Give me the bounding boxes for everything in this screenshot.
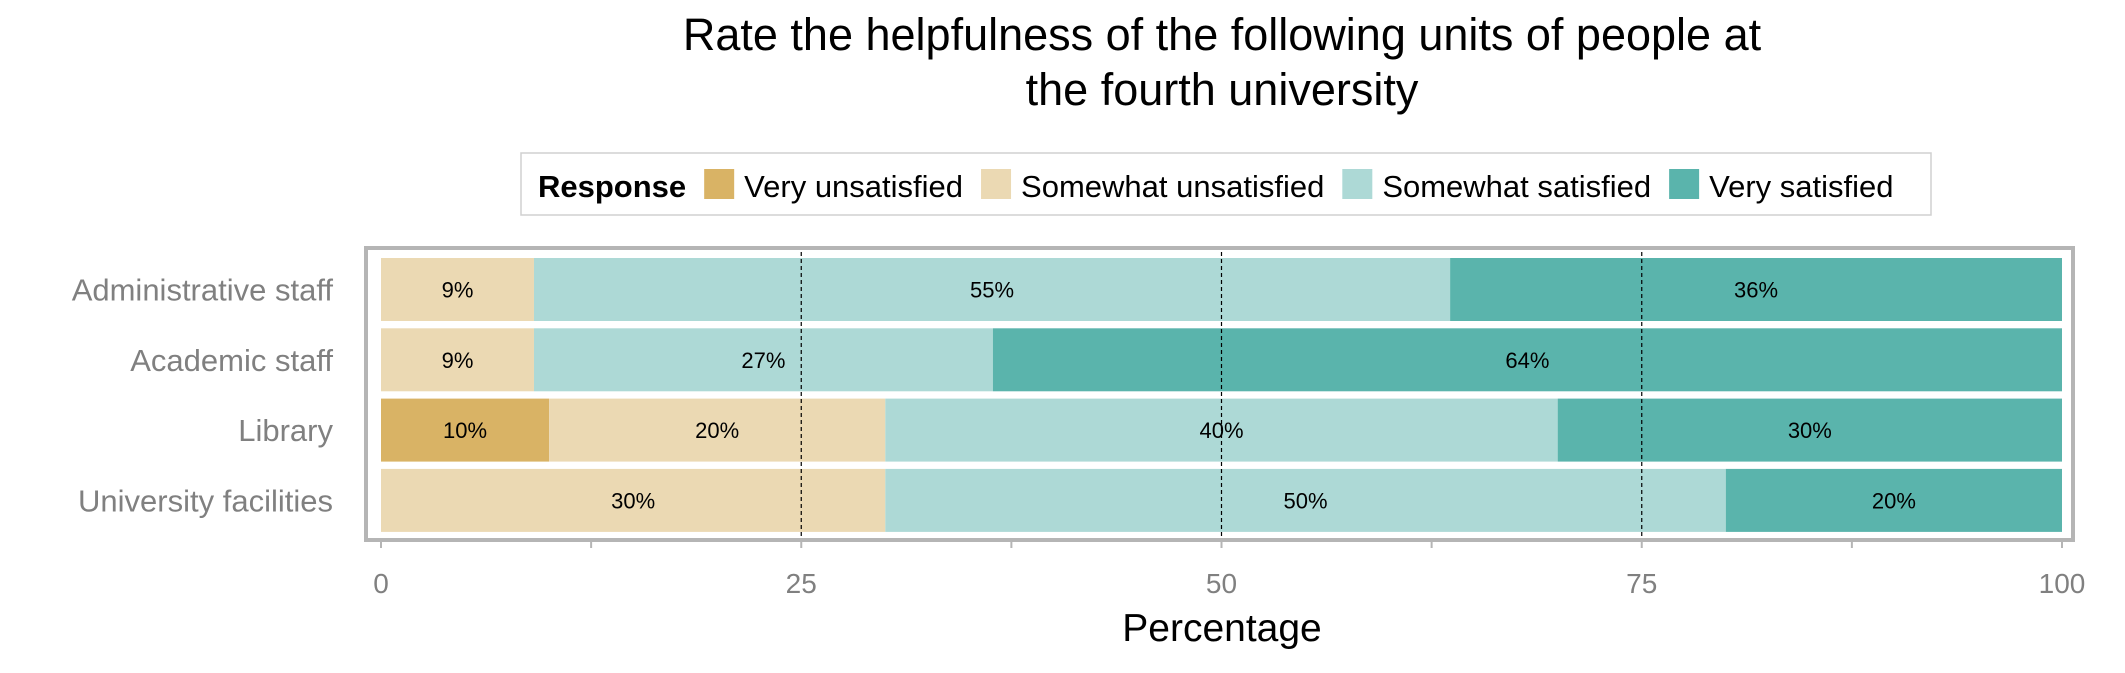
x-tick-label: 100: [2039, 568, 2086, 599]
x-tick-label: 75: [1626, 568, 1657, 599]
bar-data-label: 9%: [442, 278, 474, 303]
legend-title: Response: [538, 169, 686, 204]
category-label: Academic staff: [130, 343, 333, 378]
bar-data-label: 36%: [1734, 278, 1778, 303]
bar-segment: [533, 328, 993, 392]
legend-entry: Somewhat satisfied: [1382, 169, 1651, 204]
bar-data-label: 40%: [1199, 418, 1243, 443]
category-labels: Administrative staff Academic staff Librar…: [72, 273, 334, 519]
category-label: Library: [238, 413, 333, 448]
bar-data-label: 64%: [1505, 348, 1549, 373]
bar-segment: [1725, 468, 2062, 532]
x-tick-label: 25: [786, 568, 817, 599]
bar-segment: [381, 328, 534, 392]
x-tick-label: 50: [1206, 568, 1237, 599]
chart-title-line-1: Rate the helpfulness of the following un…: [683, 9, 1762, 60]
bar-segment: [381, 258, 534, 321]
bar-data-label: 20%: [695, 418, 739, 443]
bar-data-label: 30%: [611, 488, 655, 513]
bar-segment: [885, 468, 1726, 532]
legend: Response Very unsatisfied Somewhat unsati…: [520, 152, 1932, 216]
bar-segment: [381, 398, 550, 462]
x-axis-title: Percentage: [1122, 607, 1321, 650]
bar-segment: [549, 398, 886, 462]
legend-swatch: [1342, 169, 1373, 199]
bar-segment: [1450, 258, 2062, 321]
chart-title: Rate the helpfulness of the following un…: [683, 9, 1762, 115]
bar-data-label: 50%: [1284, 488, 1328, 513]
bar-data-label: 10%: [443, 418, 487, 443]
data-labels: 9% 55% 36% 9% 27% 64% 10% 20% 40% 30% 30% 50% 20%: [442, 278, 1916, 514]
legend-entry: Very unsatisfied: [744, 169, 963, 204]
gridline-overlay: [800, 252, 1643, 536]
bar-data-label: 20%: [1872, 488, 1916, 513]
legend-swatch: [981, 169, 1012, 199]
x-tick-label: 0: [373, 568, 389, 599]
bar-segment: [992, 328, 2062, 392]
bar-data-label: 55%: [970, 278, 1014, 303]
category-label: Administrative staff: [72, 273, 334, 308]
bar-segment: [533, 258, 1451, 321]
chart-title-line-2: the fourth university: [1026, 64, 1419, 115]
bar-data-label: 30%: [1788, 418, 1832, 443]
legend-swatch: [704, 169, 735, 199]
bar-data-label: 9%: [442, 348, 474, 373]
legend-entry: Somewhat unsatisfied: [1021, 169, 1324, 204]
bar-data-label: 27%: [741, 348, 785, 373]
legend-entry: Very satisfied: [1709, 169, 1893, 204]
category-label: University facilities: [78, 483, 333, 518]
legend-swatch: [1669, 169, 1700, 199]
bars: [381, 258, 2062, 532]
x-axis-ticks: 0 25 50 75 100: [373, 540, 2085, 599]
